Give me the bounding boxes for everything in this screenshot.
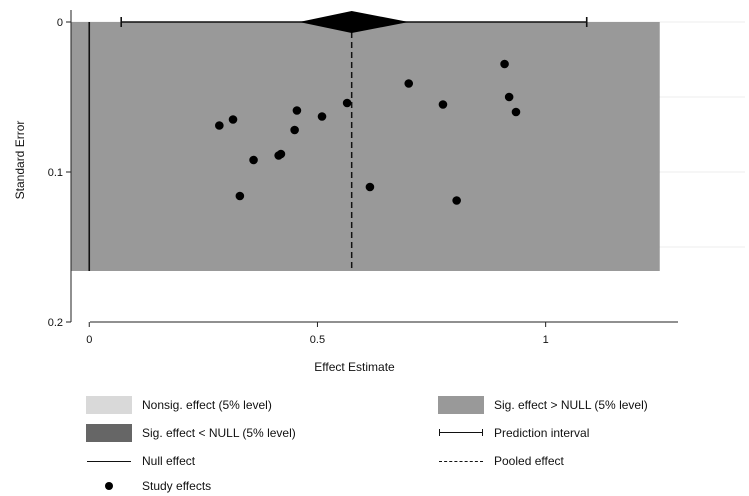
study-effect-point	[228, 115, 238, 124]
study-effect-point	[235, 191, 245, 201]
x-axis-title: Effect Estimate	[314, 360, 395, 374]
study-effect-point	[317, 112, 327, 121]
study-effect-point	[342, 98, 352, 108]
x-tick-label: 0	[86, 334, 92, 346]
y-tick-labels: 0 0.1 0.2	[48, 17, 63, 329]
x-tick-label: 1	[543, 334, 549, 346]
y-tick-label: 0.1	[48, 167, 63, 179]
study-effect-point	[511, 107, 521, 117]
study-effect-point	[276, 149, 286, 159]
study-effect-point	[290, 125, 299, 135]
y-axis-title: Standard Error	[13, 121, 27, 200]
y-tick-label: 0	[57, 17, 63, 29]
study-effect-point	[404, 79, 414, 88]
x-tick-label: 0.5	[310, 334, 325, 346]
study-effect-point	[215, 121, 224, 130]
pooled-effect-diamond	[299, 11, 409, 33]
study-effect-point	[438, 100, 448, 109]
study-effect-point	[249, 155, 258, 165]
study-effects	[215, 59, 521, 205]
x-tick-labels: 0 0.5 1	[86, 334, 549, 346]
study-effect-point	[365, 182, 375, 192]
study-effect-point	[500, 59, 509, 69]
study-effect-point	[292, 106, 302, 115]
study-effect-point	[452, 196, 461, 205]
sig-effect-region	[71, 22, 660, 271]
study-effect-point	[504, 92, 514, 102]
axes	[66, 10, 678, 327]
y-tick-label: 0.2	[48, 317, 63, 329]
